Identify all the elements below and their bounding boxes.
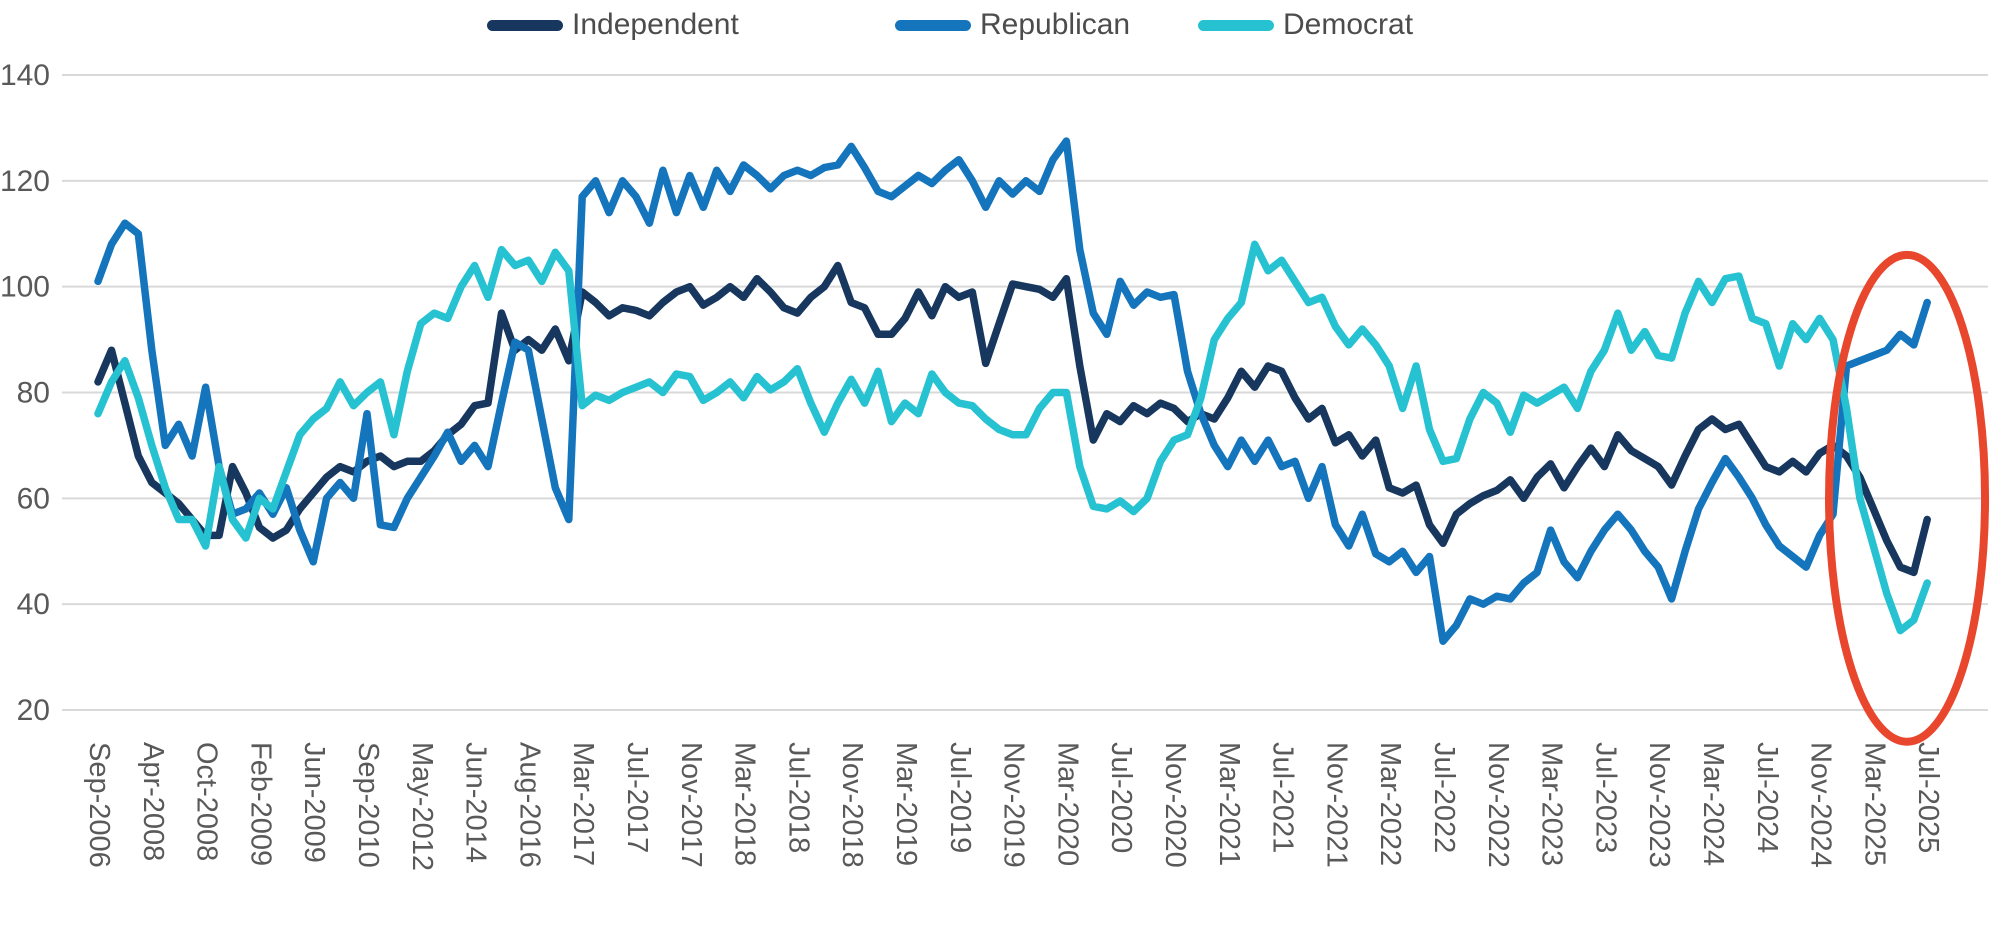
republican-series-line: [94, 137, 1931, 645]
x-axis-tick-label: Jun-2014: [460, 742, 492, 863]
independent-series-line: [94, 261, 1931, 577]
legend-item-democrat: Democrat: [1198, 8, 1413, 42]
legend-label-republican: Republican: [980, 8, 1131, 41]
chart-legend: Independent Republican Democrat: [0, 0, 2000, 44]
x-axis-tick-label: Mar-2022: [1374, 742, 1406, 866]
y-axis-tick-label: 140: [0, 59, 50, 92]
x-axis-tick-label: Mar-2025: [1858, 742, 1890, 866]
x-axis-tick-label: Nov-2018: [836, 742, 868, 868]
x-axis-tick-label: Nov-2021: [1320, 742, 1352, 868]
x-axis-tick-label: Mar-2017: [567, 742, 599, 866]
x-axis-tick-label: May-2012: [406, 742, 438, 871]
y-axis-tick-label: 100: [0, 271, 50, 304]
x-axis-tick-label: Apr-2008: [137, 742, 169, 861]
x-axis-tick-label: Nov-2017: [675, 742, 707, 868]
x-axis-tick-label: Jul-2022: [1428, 742, 1460, 853]
y-axis-tick-label: 120: [0, 165, 50, 198]
x-axis-tick-label: Jul-2019: [944, 742, 976, 853]
x-axis-tick-label: Mar-2023: [1536, 742, 1568, 866]
x-axis-tick-label: Feb-2009: [244, 742, 276, 866]
x-axis-tick-label: Jul-2024: [1751, 742, 1783, 853]
independent-line-swatch-icon: [487, 19, 563, 31]
x-axis-tick-label: Jul-2025: [1912, 742, 1944, 853]
democrat-line-swatch-icon: [1198, 19, 1274, 31]
x-axis-tick-label: Jul-2017: [621, 742, 653, 853]
x-axis-tick-label: Sep-2010: [352, 742, 384, 868]
highlight-ellipse-annotation: [1825, 250, 1990, 746]
x-axis-tick-label: Mar-2018: [729, 742, 761, 866]
legend-item-republican: Republican: [895, 8, 1130, 42]
x-axis-tick-label: Nov-2022: [1482, 742, 1514, 868]
y-axis-tick-label: 80: [17, 377, 50, 410]
legend-item-independent: Independent: [487, 8, 739, 42]
x-axis-tick-label: Sep-2006: [83, 742, 115, 868]
y-axis-tick-label: 40: [17, 588, 50, 621]
y-axis-tick-label: 60: [17, 482, 50, 515]
x-axis-tick-label: Aug-2016: [513, 742, 545, 868]
x-axis-tick-label: Jul-2020: [1105, 742, 1137, 853]
x-axis-tick-label: Nov-2019: [998, 742, 1030, 868]
x-axis-tick-label: Mar-2021: [1213, 742, 1245, 866]
legend-label-independent: Independent: [572, 8, 739, 41]
x-axis-tick-label: Nov-2023: [1643, 742, 1675, 868]
x-axis-tick-label: Jul-2021: [1267, 742, 1299, 853]
y-axis-tick-label: 20: [17, 694, 50, 727]
x-axis-tick-label: Nov-2020: [1159, 742, 1191, 868]
x-axis-tick-label: Oct-2008: [191, 742, 223, 861]
x-axis-tick-label: Mar-2020: [1051, 742, 1083, 866]
x-axis-tick-label: Jun-2009: [298, 742, 330, 863]
x-axis-tick-label: Mar-2024: [1697, 742, 1729, 866]
legend-label-democrat: Democrat: [1283, 8, 1414, 41]
x-axis-tick-label: Nov-2024: [1805, 742, 1837, 868]
x-axis-tick-label: Mar-2019: [890, 742, 922, 866]
democrat-series-line: [94, 240, 1931, 635]
x-axis-tick-label: Jul-2018: [782, 742, 814, 853]
x-axis-tick-label: Jul-2023: [1589, 742, 1621, 853]
republican-line-swatch-icon: [895, 19, 971, 31]
